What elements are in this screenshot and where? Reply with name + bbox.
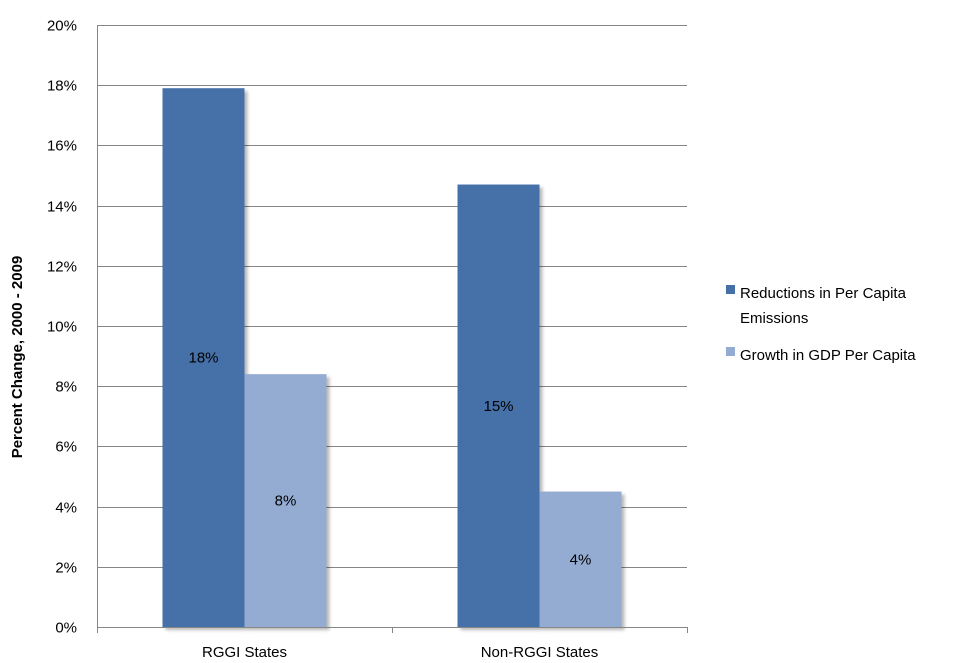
axes xyxy=(97,25,688,633)
y-tick-label: 6% xyxy=(55,439,77,456)
x-tick-label: Non-RGGI States xyxy=(481,644,599,661)
bar-gdp-growth xyxy=(244,374,327,627)
legend: Reductions in Per Capita Emissions Growth … xyxy=(726,285,916,364)
y-tick-label: 16% xyxy=(47,138,77,155)
data-label: 18% xyxy=(188,350,218,367)
legend-label: Growth in GDP Per Capita xyxy=(740,347,916,364)
y-tick-label: 10% xyxy=(47,319,77,336)
bar-gdp-growth xyxy=(539,491,622,627)
data-labels: 18% 8% 15% 4% xyxy=(188,350,591,569)
y-tick-label: 8% xyxy=(55,379,77,396)
y-axis-title: Percent Change, 2000 - 2009 xyxy=(9,256,26,459)
y-tick-label: 14% xyxy=(47,199,77,216)
legend-label: Emissions xyxy=(740,310,808,327)
bars xyxy=(162,88,622,627)
y-axis-tick-labels: 0% 2% 4% 6% 8% 10% 12% 14% 16% 18% 20% xyxy=(47,18,77,637)
legend-swatch xyxy=(726,347,735,356)
x-tick-label: RGGI States xyxy=(202,644,287,661)
y-tick-label: 18% xyxy=(47,78,77,95)
legend-swatch xyxy=(726,285,735,294)
y-tick-label: 0% xyxy=(55,620,77,637)
data-label: 4% xyxy=(570,551,592,568)
bar-emissions-reduction xyxy=(457,184,540,627)
y-tick-label: 2% xyxy=(55,560,77,577)
y-tick-label: 20% xyxy=(47,18,77,35)
legend-label: Reductions in Per Capita xyxy=(740,285,907,302)
data-label: 15% xyxy=(483,398,513,415)
x-axis-tick-labels: RGGI States Non-RGGI States xyxy=(202,644,598,661)
bar-emissions-reduction xyxy=(162,88,245,627)
y-tick-label: 4% xyxy=(55,500,77,517)
y-tick-label: 12% xyxy=(47,259,77,276)
data-label: 8% xyxy=(275,493,297,510)
